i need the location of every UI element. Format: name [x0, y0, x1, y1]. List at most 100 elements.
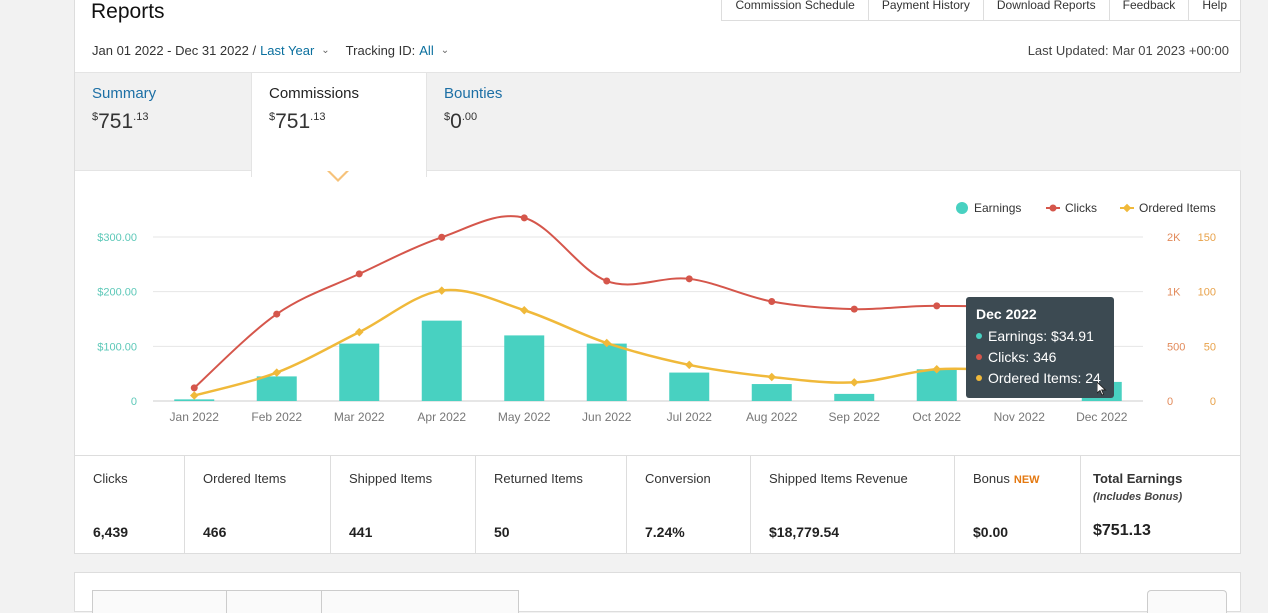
chevron-down-icon[interactable]: ⌄ [321, 45, 330, 56]
stat-label: Clicks [93, 471, 128, 486]
date-range-text: Jan 01 2022 - Dec 31 2022 / [92, 43, 257, 58]
ordered-point [437, 286, 446, 295]
stat-bonus: Bonus NEW $0.00 [955, 456, 1081, 554]
mouse-cursor-icon [1097, 382, 1107, 396]
bar [504, 335, 545, 401]
stat-shipped-items: Shipped Items 441 [331, 456, 476, 554]
bar [174, 399, 215, 401]
top-nav: Commission Schedule Payment History Down… [721, 0, 1240, 21]
x-tick-label: Jan 2022 [170, 410, 220, 424]
x-tick-label: Aug 2022 [746, 410, 798, 424]
ordered-tick-label: 50 [1204, 341, 1216, 353]
bar [256, 376, 297, 401]
download-reports-button[interactable]: Download Reports [982, 0, 1109, 21]
stat-value: $751.13 [1093, 522, 1151, 539]
help-button[interactable]: Help [1188, 0, 1240, 21]
ordered-point [685, 360, 694, 370]
x-tick-label: Oct 2022 [912, 410, 961, 424]
ordered-point [932, 365, 941, 374]
tracking-id-label: Tracking ID: [345, 43, 416, 58]
tab-amount: $0.00 [444, 110, 478, 133]
stat-sub: (Includes Bonus) [1093, 491, 1183, 503]
ordered-dot-icon [976, 375, 982, 381]
payment-history-button[interactable]: Payment History [867, 0, 983, 21]
tooltip-row-ordered: Ordered Items: 24 [976, 370, 1104, 386]
x-tick-label: Apr 2022 [417, 410, 466, 424]
clicks-line [193, 215, 1103, 389]
x-tick-label: Mar 2022 [334, 410, 385, 424]
legend-clicks-icon [1049, 204, 1057, 212]
bar [586, 343, 627, 401]
legend-label: Clicks [1065, 201, 1097, 215]
tooltip-row-clicks: Clicks: 346 [976, 349, 1104, 365]
x-tick-label: Nov 2022 [994, 410, 1046, 424]
clicks-tick-label: 1K [1167, 287, 1181, 299]
bottom-tab[interactable] [92, 590, 228, 613]
stat-value: 466 [203, 524, 227, 540]
clicks-point [273, 310, 281, 318]
tab-label: Summary [92, 85, 157, 102]
feedback-button[interactable]: Feedback [1108, 0, 1189, 21]
clicks-point [190, 384, 198, 392]
ordered-point [767, 372, 776, 382]
legend-ordered-icon [1122, 203, 1132, 213]
tab-label: Commissions [269, 85, 360, 102]
chart-tooltip: Dec 2022 Earnings: $34.91 Clicks: 346 Or… [966, 297, 1114, 398]
new-badge: NEW [1013, 474, 1040, 486]
tooltip-row-earnings: Earnings: $34.91 [976, 328, 1104, 344]
clicks-point [933, 302, 941, 310]
ordered-tick-label: 0 [1210, 396, 1216, 408]
reports-panel: Reports Commission Schedule Payment Hist… [74, 0, 1241, 554]
commission-schedule-button[interactable]: Commission Schedule [721, 0, 868, 21]
left-tick-label: $200.00 [97, 287, 137, 299]
clicks-point [520, 214, 528, 222]
bottom-tab[interactable] [226, 590, 323, 613]
next-panel [74, 572, 1241, 613]
bar [421, 320, 462, 401]
x-tick-label: Jun 2022 [582, 410, 632, 424]
ordered-point [272, 368, 281, 377]
clicks-point [603, 277, 611, 285]
stat-value: $0.00 [973, 524, 1009, 540]
bottom-button[interactable] [1147, 590, 1227, 613]
stat-label: Conversion [645, 471, 711, 486]
clicks-point [685, 275, 693, 283]
bar [916, 369, 957, 401]
tab-label: Bounties [444, 85, 503, 102]
ordered-point [850, 378, 859, 387]
clicks-dot-icon [976, 354, 982, 360]
legend-label: Earnings [974, 201, 1021, 215]
stats-bar: Clicks 6,439 Ordered Items 466 Shipped I… [75, 455, 1241, 554]
stat-label: Ordered Items [203, 471, 287, 486]
date-preset-dropdown[interactable]: Last Year [260, 43, 315, 58]
clicks-tick-label: 500 [1167, 341, 1185, 353]
clicks-point [438, 233, 446, 241]
ordered-point [520, 306, 529, 315]
bar [834, 393, 875, 401]
clicks-point [850, 305, 858, 313]
tracking-id-dropdown[interactable]: All [419, 43, 434, 58]
clicks-point [355, 270, 363, 278]
earnings-dot-icon [976, 333, 982, 339]
left-tick-label: 0 [131, 396, 137, 408]
ordered-tick-label: 150 [1198, 232, 1216, 244]
stat-label: Returned Items [494, 471, 583, 486]
chevron-down-icon[interactable]: ⌄ [440, 45, 450, 56]
stat-value: 441 [349, 524, 373, 540]
stat-shipped-revenue: Shipped Items Revenue $18,779.54 [751, 456, 955, 554]
stat-conversion: Conversion 7.24% [627, 456, 751, 554]
x-tick-label: Jul 2022 [667, 410, 713, 424]
bar [339, 343, 380, 401]
bottom-tab[interactable] [321, 590, 519, 613]
stat-total-earnings: Total Earnings (Includes Bonus) $751.13 [1081, 456, 1241, 554]
stat-label: Shipped Items [349, 471, 433, 486]
tab-bounties[interactable]: Bounties $0.00 [427, 73, 603, 173]
left-tick-label: $300.00 [97, 232, 137, 244]
last-updated: Last Updated: Mar 01 2023 +00:00 [1027, 43, 1229, 58]
stat-clicks: Clicks 6,439 [75, 456, 185, 554]
bar [669, 372, 710, 401]
x-tick-label: Dec 2022 [1076, 410, 1128, 424]
earnings-chart: 0 0 0 $100.00 500 50 $200.00 1K 100 $300.00 2K 150 J… [97, 201, 1216, 424]
tab-summary[interactable]: Summary $751.13 [75, 73, 251, 173]
tab-commissions[interactable]: Commissions $751.13 [251, 73, 427, 177]
